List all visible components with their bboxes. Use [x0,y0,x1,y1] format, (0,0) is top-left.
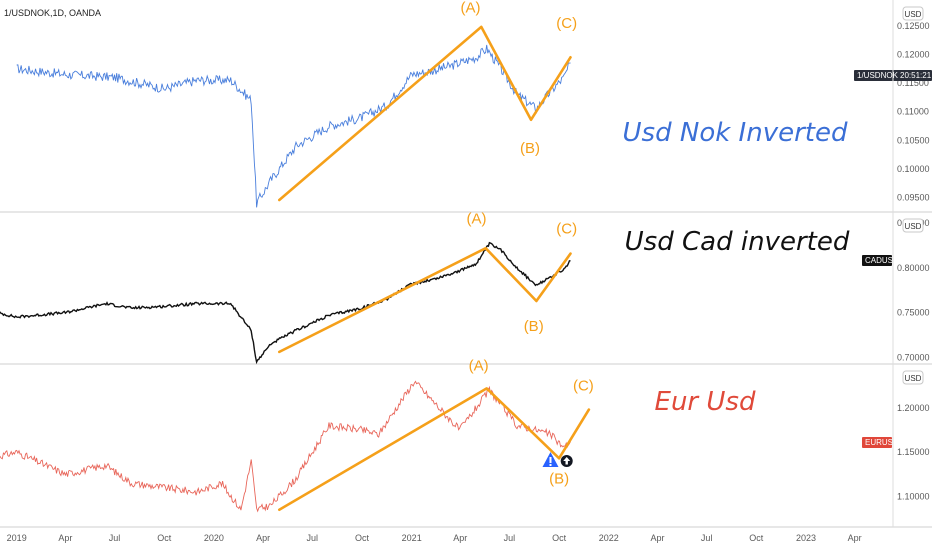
x-tick-label: 2023 [796,533,816,543]
eurusd-unit-label: USD [905,374,922,383]
cadusd-price-tag-box [862,255,892,266]
usdnok-price-tag-time: 20:51:21 [900,71,932,80]
x-tick-label: 2019 [7,533,27,543]
usdnok-wave-label: (B) [520,140,540,157]
warning-dot [549,464,552,467]
usdnok-title: Usd Nok Inverted [623,118,848,148]
cadusd-wave-label: (C) [556,221,577,238]
cadusd-price-tag: CADUSD [862,255,899,266]
cadusd-wave-label: (A) [467,211,487,228]
panel-eurusd: (A) (B) (C) Eur Usd 1.20000 1.15000 1.10000 USD… [0,357,932,528]
eurusd-wave-line [277,387,591,512]
x-tick-label: Jul [109,533,121,543]
arrow-up-glyph [563,457,571,465]
eurusd-wave-label: (B) [549,471,569,488]
eurusd-price-line [0,380,571,513]
x-tick-label: Jul [504,533,516,543]
cadusd-title: Usd Cad inverted [625,227,850,257]
eurusd-title: Eur Usd [655,387,756,417]
cadusd-price-tag-label: CADUSD [865,256,899,265]
time-axis: 2019 Apr Jul Oct 2020 Apr Jul Oct 2021 Apr Jul Oct 2… [7,533,862,543]
cadusd-wave-line [277,246,572,354]
usdnok-unit-label: USD [905,10,922,19]
x-tick-label: Apr [58,533,72,543]
x-tick-label: Oct [749,533,764,543]
usdnok-y-tick-label: 0.09500 [897,193,930,203]
x-tick-label: 2020 [204,533,224,543]
x-tick-label: Apr [256,533,270,543]
warning-icon[interactable] [542,452,559,468]
cadusd-y-tick-label: 0.75000 [897,308,930,318]
usdnok-price-tag-label: 1/USDNOK [857,71,899,80]
usdnok-wave-line [277,25,572,202]
x-tick-label: Jul [307,533,319,543]
eurusd-wave-label: (A) [469,357,489,374]
arrow-up-icon[interactable] [560,455,573,468]
usdnok-y-tick-label: 0.11000 [897,107,929,117]
eurusd-y-tick-label: 1.15000 [897,447,930,457]
eurusd-price-tag: EURUSD [862,437,899,448]
x-tick-label: Apr [848,533,862,543]
panel-cadusd: (A)(B)(C)Usd Cad inverted0.850000.800000… [0,211,932,365]
x-tick-label: Oct [355,533,370,543]
cadusd-price-line [0,241,571,365]
eurusd-unit-box [902,370,924,385]
x-tick-label: 2021 [402,533,422,543]
eurusd-price-tag-label: EURUSD [865,438,899,447]
eurusd-price-tag-box [862,437,892,448]
x-tick-label: Jul [701,533,713,543]
usdnok-wave-label: (C) [556,15,577,32]
usdnok-y-tick-label: 0.10000 [897,164,930,174]
warning-bar [549,457,552,464]
usdnok-y-tick-label: 0.10500 [897,135,930,145]
usdnok-y-tick-label: 0.12500 [897,21,930,31]
eurusd-y-tick-label: 1.10000 [897,491,930,501]
usdnok-unit-badge[interactable]: USD [902,6,924,21]
x-tick-label: Oct [157,533,172,543]
usdnok-wave-label: (A) [461,0,481,16]
usdnok-y-tick-label: 0.12000 [897,49,930,59]
x-tick-label: Apr [453,533,467,543]
usdnok-unit-box [902,6,924,21]
eurusd-unit-badge[interactable]: USD [902,370,924,385]
usdnok-y-tick-label: 0.11500 [897,78,929,88]
usdnok-price-line [16,44,571,208]
cadusd-y-tick-label: 0.80000 [897,263,930,273]
x-tick-label: Oct [552,533,567,543]
cadusd-unit-box [902,218,924,233]
symbol-header: 1/USDNOK,1D, OANDA [4,8,101,18]
panel-usdnok: (A) (B) (C) Usd Nok Inverted 1/USDNOK,1D, OA… [0,0,932,213]
eurusd-wave-label: (C) [573,378,594,395]
x-tick-label: Apr [650,533,664,543]
cadusd-unit-label: USD [905,222,922,231]
cadusd-wave-label: (B) [524,318,544,335]
cadusd-y-tick-label: 0.70000 [897,352,930,362]
x-tick-label: 2022 [599,533,619,543]
eurusd-y-tick-label: 1.20000 [897,403,930,413]
cadusd-unit-badge[interactable]: USD [902,218,924,233]
